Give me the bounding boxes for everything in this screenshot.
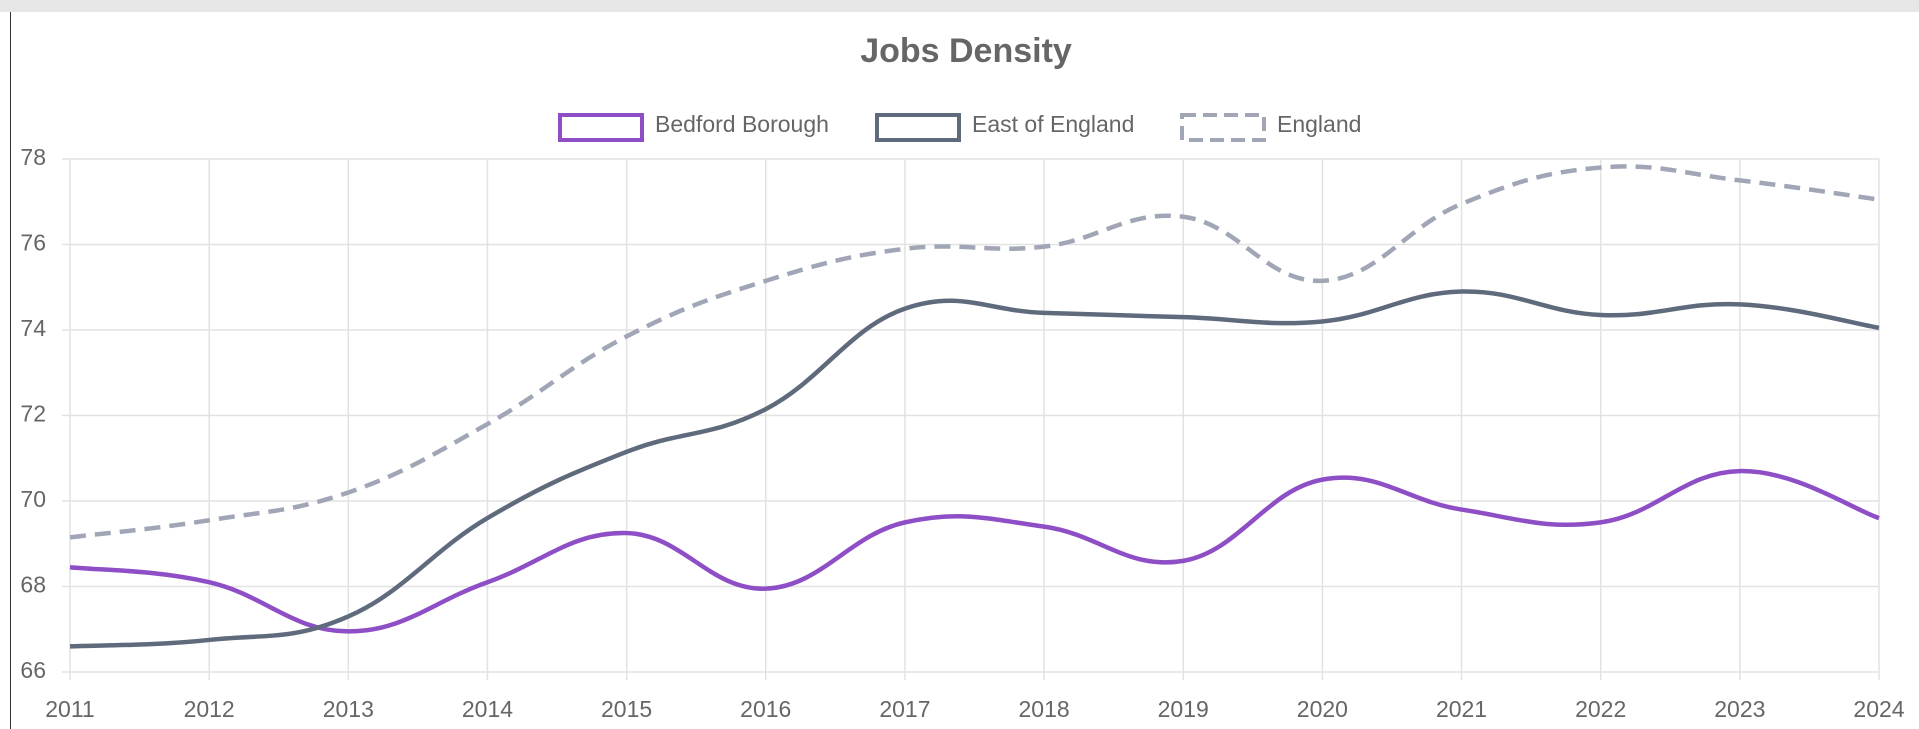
chart-title: Jobs Density <box>860 32 1072 70</box>
x-tick-label: 2019 <box>1158 696 1209 722</box>
legend-label: Bedford Borough <box>655 111 829 137</box>
series-line <box>69 468 1880 634</box>
x-tick-label: 2018 <box>1018 696 1069 722</box>
legend-label: England <box>1277 111 1361 137</box>
x-tick-label: 2013 <box>323 696 374 722</box>
series-line <box>69 164 1880 540</box>
y-tick-label: 70 <box>20 486 46 512</box>
legend-swatch <box>1180 113 1266 142</box>
x-tick-label: 2016 <box>740 696 791 722</box>
top-bar <box>0 0 1919 12</box>
x-tick-label: 2022 <box>1575 696 1626 722</box>
x-tick-label: 2011 <box>45 696 94 722</box>
y-tick-label: 76 <box>20 230 46 256</box>
series-line <box>69 289 1880 649</box>
x-tick-label: 2012 <box>184 696 235 722</box>
x-tick-label: 2021 <box>1436 696 1487 722</box>
legend-swatch <box>875 113 961 142</box>
x-tick-label: 2015 <box>601 696 652 722</box>
x-tick-label: 2023 <box>1714 696 1765 722</box>
y-tick-label: 68 <box>20 572 46 598</box>
y-tick-label: 72 <box>20 401 46 427</box>
y-tick-label: 78 <box>20 144 46 170</box>
legend-swatch <box>558 113 644 142</box>
x-tick-label: 2017 <box>879 696 930 722</box>
x-tick-label: 2014 <box>462 696 513 722</box>
y-tick-label: 74 <box>20 315 46 341</box>
x-tick-label: 2020 <box>1297 696 1348 722</box>
y-tick-label: 66 <box>20 657 46 683</box>
legend-label: East of England <box>972 111 1134 137</box>
x-tick-label: 2024 <box>1853 696 1904 722</box>
